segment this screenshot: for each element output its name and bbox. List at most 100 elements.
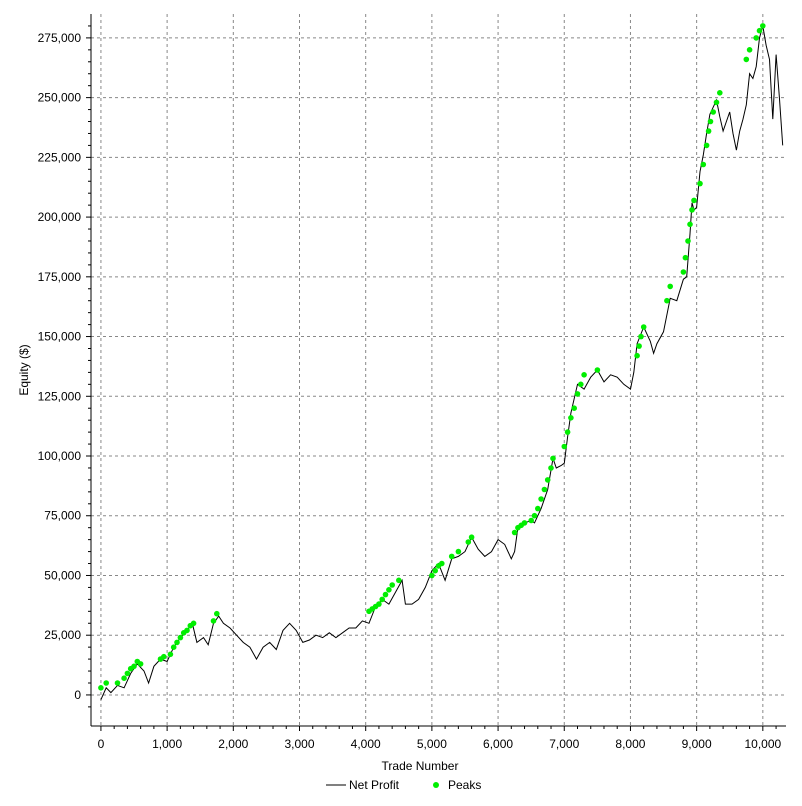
x-tick-label: 8,000 bbox=[615, 737, 645, 751]
peak-point bbox=[121, 675, 127, 681]
peak-point bbox=[131, 663, 137, 670]
peak-point bbox=[713, 99, 720, 106]
legend-peaks-label: Peaks bbox=[448, 778, 481, 792]
legend: Net Profit Peaks bbox=[326, 778, 481, 792]
y-axis-ticks: 0 25,000 50,000 75,000 100,000 125,000 150,000… bbox=[38, 25, 91, 708]
y-tick-label: 75,000 bbox=[44, 509, 81, 523]
peak-point bbox=[667, 283, 673, 290]
peak-point bbox=[756, 27, 763, 34]
peak-point bbox=[535, 505, 541, 512]
peak-point bbox=[521, 520, 528, 526]
peak-point bbox=[541, 486, 548, 493]
y-tick-label: 175,000 bbox=[38, 270, 82, 284]
peak-point bbox=[455, 548, 462, 555]
x-tick-label: 2,000 bbox=[218, 737, 248, 751]
x-axis-title: Trade Number bbox=[382, 759, 459, 773]
x-tick-label: 0 bbox=[98, 737, 105, 751]
peak-point bbox=[439, 560, 445, 567]
peak-point bbox=[700, 161, 707, 168]
peak-point bbox=[448, 553, 455, 560]
peak-point bbox=[571, 405, 577, 412]
x-tick-label: 6,000 bbox=[483, 737, 513, 751]
peak-point bbox=[578, 381, 584, 388]
peak-point bbox=[550, 455, 556, 462]
x-axis-ticks: 0 1,000 2,000 3,000 4,000 5,000 6,000 7,000 8,00… bbox=[98, 726, 782, 751]
peak-point bbox=[703, 142, 710, 149]
peak-point bbox=[170, 644, 177, 650]
peak-point bbox=[432, 567, 439, 574]
y-tick-label: 0 bbox=[74, 688, 81, 702]
peak-point bbox=[746, 47, 753, 53]
y-tick-label: 200,000 bbox=[38, 210, 82, 224]
peak-point bbox=[396, 577, 402, 584]
peak-point bbox=[544, 477, 551, 483]
peak-point bbox=[210, 618, 217, 624]
peak-point bbox=[680, 269, 687, 275]
peak-point bbox=[382, 591, 389, 598]
x-tick-label: 3,000 bbox=[284, 737, 314, 751]
peak-point bbox=[634, 352, 640, 359]
y-tick-label: 25,000 bbox=[44, 628, 81, 642]
y-tick-label: 50,000 bbox=[44, 568, 81, 582]
peak-point bbox=[691, 197, 697, 204]
y-tick-label: 150,000 bbox=[38, 330, 82, 344]
peak-point bbox=[389, 582, 396, 588]
legend-net-profit-label: Net Profit bbox=[349, 778, 400, 792]
peak-point bbox=[568, 415, 574, 421]
peak-point bbox=[717, 90, 723, 96]
peak-point bbox=[710, 109, 716, 115]
y-tick-label: 225,000 bbox=[38, 150, 82, 164]
peak-point bbox=[689, 207, 695, 213]
peak-point bbox=[538, 496, 544, 502]
peak-point bbox=[636, 343, 642, 349]
y-tick-label: 275,000 bbox=[38, 31, 82, 45]
peak-point bbox=[468, 534, 475, 540]
peak-point bbox=[124, 670, 131, 677]
peak-point bbox=[638, 333, 644, 340]
peak-point bbox=[760, 23, 766, 29]
peak-point bbox=[98, 685, 104, 691]
peak-point bbox=[167, 651, 174, 658]
peak-point bbox=[561, 443, 568, 450]
axes bbox=[90, 14, 786, 727]
peak-point bbox=[184, 627, 190, 634]
peak-point bbox=[581, 372, 587, 378]
peak-point bbox=[114, 680, 121, 686]
peak-point bbox=[697, 180, 703, 187]
y-tick-label: 100,000 bbox=[38, 449, 82, 463]
peak-point bbox=[137, 661, 144, 667]
x-tick-label: 9,000 bbox=[682, 737, 712, 751]
legend-peaks-marker bbox=[433, 782, 439, 788]
peak-point bbox=[161, 653, 167, 660]
net-profit-line bbox=[100, 25, 784, 700]
peak-point bbox=[214, 610, 220, 617]
peak-point bbox=[511, 529, 518, 536]
peak-point bbox=[687, 221, 693, 228]
x-tick-label: 5,000 bbox=[417, 737, 447, 751]
peak-point bbox=[640, 324, 647, 330]
peak-point bbox=[594, 367, 601, 373]
peak-point bbox=[465, 539, 472, 545]
x-tick-label: 1,000 bbox=[152, 737, 182, 751]
peak-point bbox=[376, 601, 382, 607]
peak-point bbox=[386, 587, 392, 593]
peak-point bbox=[685, 238, 691, 244]
y-tick-label: 125,000 bbox=[38, 389, 82, 403]
peak-point bbox=[707, 118, 714, 125]
peak-point bbox=[103, 680, 109, 686]
x-tick-label: 4,000 bbox=[351, 737, 381, 751]
y-tick-label: 250,000 bbox=[38, 91, 82, 105]
plot-series bbox=[98, 23, 784, 700]
peak-point bbox=[177, 634, 184, 641]
peak-point bbox=[564, 429, 571, 435]
x-tick-label: 7,000 bbox=[549, 737, 579, 751]
y-axis-title: Equity ($) bbox=[17, 344, 31, 395]
peak-point bbox=[174, 639, 180, 646]
grid-lines bbox=[91, 14, 786, 726]
peak-point bbox=[548, 465, 554, 471]
x-tick-label: 10,000 bbox=[744, 737, 781, 751]
peak-point bbox=[664, 297, 670, 304]
peak-point bbox=[753, 35, 759, 41]
